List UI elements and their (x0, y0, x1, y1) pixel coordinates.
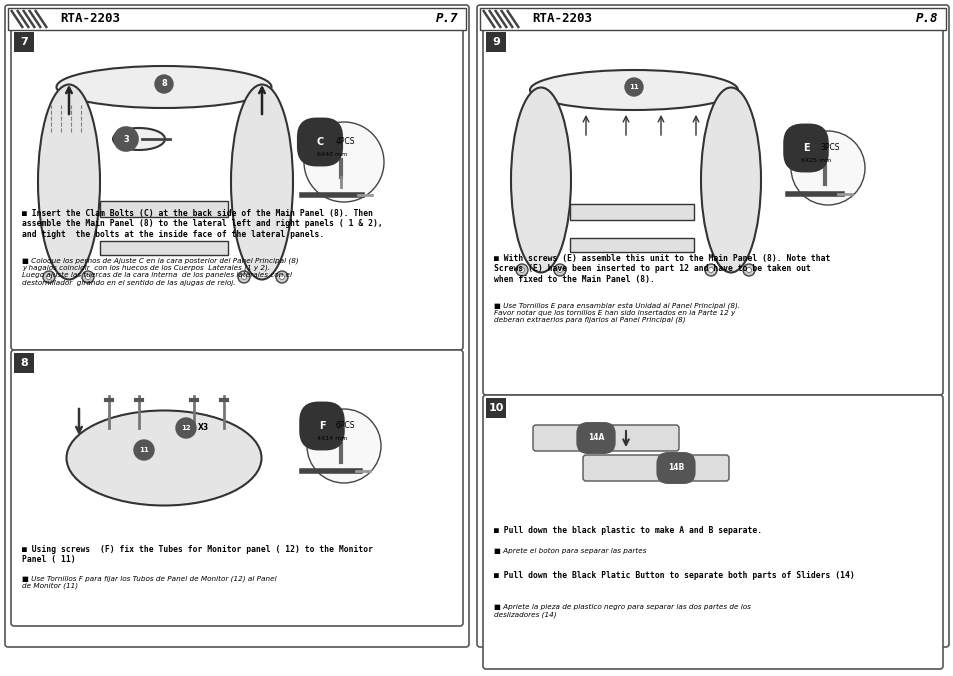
Circle shape (307, 409, 380, 483)
Text: C: C (316, 137, 323, 147)
Text: 6PCS: 6PCS (335, 422, 355, 431)
Ellipse shape (511, 87, 571, 272)
Circle shape (704, 264, 717, 276)
Text: P.8: P.8 (915, 12, 937, 26)
Text: F: F (318, 421, 325, 431)
FancyBboxPatch shape (582, 455, 728, 481)
Circle shape (708, 268, 713, 272)
Circle shape (554, 264, 565, 276)
Circle shape (154, 75, 172, 93)
Circle shape (516, 264, 527, 276)
FancyBboxPatch shape (11, 29, 462, 350)
Text: E: E (801, 143, 808, 153)
Text: 3PCS: 3PCS (820, 143, 839, 153)
Text: RTA-2203: RTA-2203 (532, 12, 592, 26)
Bar (485, 32, 505, 52)
Text: ■ Insert the Clam Bolts (C) at the back side of the Main Panel (8). Then
assembl: ■ Insert the Clam Bolts (C) at the back … (22, 209, 382, 239)
Ellipse shape (231, 84, 293, 279)
Circle shape (86, 274, 91, 279)
Text: P.7: P.7 (435, 12, 457, 26)
Bar (100, 201, 228, 217)
FancyBboxPatch shape (11, 350, 462, 626)
Bar (485, 398, 505, 418)
Text: 11: 11 (139, 447, 149, 453)
Text: ■ Use Tornillos E para ensamblar esta Unidad al Panel Principal (8).
Favor notar: ■ Use Tornillos E para ensamblar esta Un… (494, 302, 740, 323)
Text: 12: 12 (181, 425, 191, 431)
Text: 8: 8 (161, 80, 167, 89)
Circle shape (304, 122, 384, 202)
Text: 6X40 mm: 6X40 mm (316, 153, 347, 158)
FancyBboxPatch shape (482, 29, 942, 395)
Circle shape (742, 264, 754, 276)
Text: 11: 11 (628, 84, 639, 90)
Circle shape (519, 268, 524, 272)
Circle shape (47, 274, 51, 279)
Text: ■ Use Tornillos F para fijar los Tubos de Panel de Monitor (12) al Panel
de Moni: ■ Use Tornillos F para fijar los Tubos d… (22, 575, 276, 589)
Text: 4X14 mm: 4X14 mm (316, 437, 347, 441)
Bar (569, 204, 693, 220)
FancyBboxPatch shape (482, 395, 942, 669)
Text: ■ Apriete la pieza de plastico negro para separar las dos partes de los
deslizad: ■ Apriete la pieza de plastico negro par… (494, 604, 750, 618)
Bar (100, 241, 228, 255)
Circle shape (275, 271, 288, 283)
Bar (479, 8, 945, 30)
Circle shape (790, 131, 864, 205)
Circle shape (241, 274, 246, 279)
Text: 14A: 14A (587, 433, 603, 443)
Circle shape (745, 268, 751, 272)
Circle shape (133, 440, 153, 460)
Text: 6X25 mm: 6X25 mm (800, 158, 830, 164)
Circle shape (175, 418, 195, 438)
Text: ■ Pull down the Black Platic Button to separate both parts of Sliders (14): ■ Pull down the Black Platic Button to s… (494, 571, 854, 580)
Bar (569, 238, 693, 252)
Circle shape (43, 271, 55, 283)
Bar (8, 8, 465, 30)
Text: ■ Coloque los pernos de Ajuste C en la cara posterior del Panel Principal (8)
y : ■ Coloque los pernos de Ajuste C en la c… (22, 257, 298, 285)
Circle shape (624, 78, 642, 96)
Bar (14, 353, 34, 373)
Text: 14B: 14B (667, 464, 683, 473)
Circle shape (82, 271, 94, 283)
Text: 9: 9 (492, 37, 499, 47)
Circle shape (557, 268, 562, 272)
FancyBboxPatch shape (5, 5, 469, 647)
Text: RTA-2203: RTA-2203 (60, 12, 120, 26)
Text: 4PCS: 4PCS (335, 137, 355, 147)
Text: ■ Pull down the black plastic to make A and B separate.: ■ Pull down the black plastic to make A … (494, 526, 761, 535)
Ellipse shape (56, 66, 272, 108)
Text: 8: 8 (20, 358, 28, 368)
Ellipse shape (67, 410, 261, 506)
Ellipse shape (700, 87, 760, 272)
Ellipse shape (38, 84, 100, 279)
Text: ■ Aprete el boton para separar las partes: ■ Aprete el boton para separar las parte… (494, 548, 646, 554)
Ellipse shape (112, 128, 165, 150)
Text: 3: 3 (123, 135, 129, 143)
Text: 7: 7 (20, 37, 28, 47)
Circle shape (237, 271, 250, 283)
Bar (14, 32, 34, 52)
Text: ■ With screws (E) assemble this unit to the Main Panel (8). Note that
Screws (E): ■ With screws (E) assemble this unit to … (494, 254, 829, 284)
FancyBboxPatch shape (476, 5, 948, 647)
Circle shape (279, 274, 284, 279)
Ellipse shape (530, 70, 738, 110)
Text: 10: 10 (488, 403, 503, 413)
Text: X3: X3 (198, 423, 209, 433)
FancyBboxPatch shape (533, 425, 679, 451)
Text: ■ Using screws  (F) fix the Tubes for Monitor panel ( 12) to the Monitor
Panel (: ■ Using screws (F) fix the Tubes for Mon… (22, 545, 373, 564)
